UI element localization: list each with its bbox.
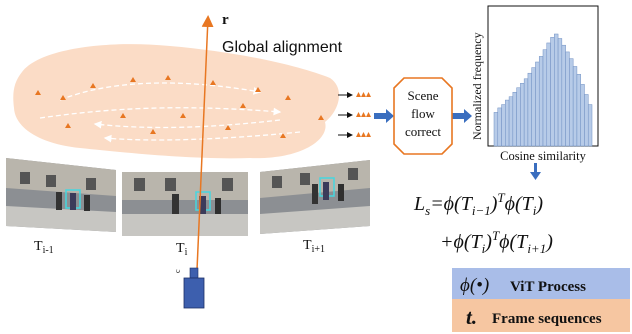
histogram-bar (538, 56, 544, 147)
legend-frame-label: Frame sequences (492, 311, 602, 327)
histogram-ylabel: Normalized frequency (470, 32, 484, 140)
histogram-bar (501, 104, 506, 147)
legend-frame-symbol: t. (466, 305, 477, 329)
frame-next-label: Ti+1 (303, 238, 325, 255)
scene-flow-line2: flow (411, 106, 435, 121)
frame-cur-label: Ti (176, 241, 188, 258)
flow-trajectories (39, 82, 301, 143)
frame-prev (6, 158, 116, 232)
frame-prev-label: Ti-1 (34, 239, 54, 256)
histogram-bar (516, 87, 521, 147)
blue-arrows (374, 109, 541, 180)
legend-vit-symbol: ϕ(•) (460, 275, 489, 296)
histogram-bar (546, 42, 551, 147)
histogram-bar (569, 58, 574, 147)
histogram-bar (508, 96, 514, 147)
frame-next (260, 160, 370, 234)
histogram-bar (542, 49, 548, 147)
histogram-bar (527, 72, 532, 147)
histogram-bar (572, 66, 578, 147)
histogram-bar (505, 99, 510, 147)
legend-vit-label: ViT Process (510, 279, 586, 295)
histogram-xlabel: Cosine similarity (500, 149, 587, 163)
histogram-bars (493, 33, 593, 147)
histogram-bar (561, 44, 566, 147)
histogram-bar (550, 37, 555, 147)
histogram-bar (576, 74, 581, 147)
camera-c-label: c (173, 269, 182, 273)
histogram-bar (580, 84, 585, 147)
histogram-bar (535, 61, 540, 147)
histogram-bar (520, 83, 525, 147)
histogram-bar (584, 94, 589, 147)
scene-flow-line3: correct (405, 124, 441, 139)
scene-flow-box (393, 77, 453, 155)
camera-ray (196, 15, 214, 271)
global-alignment-label: Global alignment (222, 39, 343, 56)
flow-outputs (338, 92, 371, 138)
equation-line-2: +ϕ(Ti)Tϕ(Ti+1) (440, 228, 553, 256)
scene-flow-line1: Scene (407, 88, 438, 103)
histogram-bar (497, 107, 502, 147)
legend-frame-bar (452, 299, 630, 332)
histogram-bar (587, 104, 593, 147)
alignment-cloud (13, 44, 340, 159)
equation-line-1: Ls=ϕ(Ti−1)Tϕ(Ti) (413, 190, 543, 218)
histogram-bar (523, 78, 529, 147)
frame-cur (122, 172, 248, 236)
legend-vit-bar (452, 268, 630, 299)
keypoints (35, 75, 324, 138)
ray-symbol: r (222, 12, 229, 28)
histogram-bar (554, 33, 559, 147)
histogram-bar (557, 38, 563, 147)
camera-icon (183, 267, 205, 309)
histogram-bar (512, 91, 517, 147)
histogram-bar (493, 112, 499, 147)
histogram-bar (565, 51, 570, 147)
histogram-bar (531, 67, 536, 147)
